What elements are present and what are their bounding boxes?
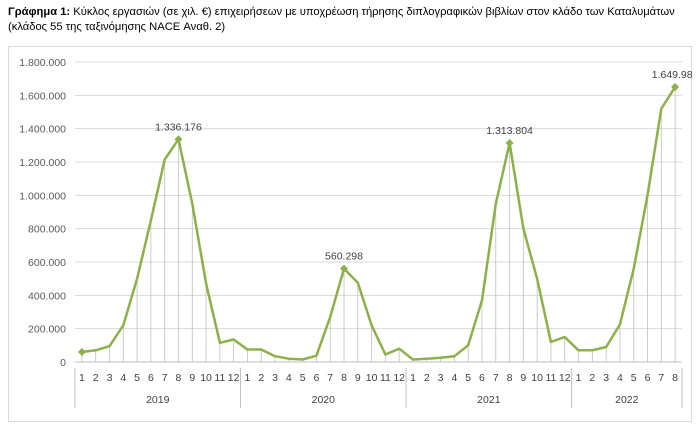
data-label: 1.649.986	[652, 69, 693, 81]
x-tick-label: 10	[531, 372, 543, 384]
data-point-marker	[671, 83, 680, 92]
y-tick-label: 1.000.000	[19, 190, 66, 202]
data-label: 1.313.804	[486, 125, 533, 137]
x-tick-label: 6	[148, 372, 154, 384]
y-tick-label: 0	[60, 357, 66, 369]
x-tick-label: 10	[200, 372, 212, 384]
x-tick-label: 11	[214, 372, 225, 384]
x-tick-label: 1	[576, 372, 582, 384]
data-point-marker	[77, 348, 86, 356]
year-label: 2021	[477, 394, 501, 406]
x-tick-label: 2	[93, 372, 99, 384]
x-tick-label: 6	[645, 372, 651, 384]
y-tick-label: 1.800.000	[19, 57, 66, 69]
y-tick-label: 1.400.000	[19, 124, 66, 136]
x-tick-label: 3	[438, 372, 444, 384]
data-point-marker	[505, 139, 514, 148]
x-tick-label: 8	[672, 372, 678, 384]
x-tick-label: 5	[134, 372, 140, 384]
x-tick-label: 10	[366, 372, 378, 384]
chart-caption: Γράφημα 1: Κύκλος εργασιών (σε χιλ. €) ε…	[8, 5, 696, 35]
caption-label: Γράφημα 1:	[8, 6, 71, 18]
x-tick-label: 7	[658, 372, 664, 384]
x-tick-label: 2	[258, 372, 264, 384]
x-tick-label: 5	[300, 372, 306, 384]
x-tick-label: 1	[245, 372, 251, 384]
x-tick-label: 4	[120, 372, 126, 384]
x-tick-label: 8	[176, 372, 182, 384]
y-tick-label: 200.000	[28, 324, 66, 336]
data-point-marker	[340, 264, 349, 273]
x-tick-label: 6	[313, 372, 319, 384]
x-tick-label: 3	[107, 372, 113, 384]
x-tick-label: 9	[189, 372, 195, 384]
chart-frame: 0 200.000 400.000 600.000 800.000 1.000.000 1.…	[8, 46, 693, 422]
y-tick-label: 1.600.000	[19, 90, 66, 102]
year-label: 2019	[146, 394, 170, 406]
x-tick-label: 9	[355, 372, 361, 384]
line-chart: 0 200.000 400.000 600.000 800.000 1.000.000 1.…	[19, 57, 693, 408]
x-tick-label: 7	[493, 372, 499, 384]
data-point-marker	[174, 135, 183, 144]
year-label: 2020	[312, 394, 336, 406]
year-label: 2022	[615, 394, 639, 406]
x-tick-label: 2	[424, 372, 430, 384]
x-tick-label: 4	[286, 372, 292, 384]
x-tick-label: 12	[393, 372, 405, 384]
x-tick-label: 5	[465, 372, 471, 384]
y-tick-label: 600.000	[28, 257, 66, 269]
series-line	[80, 85, 677, 361]
x-tick-label: 1	[79, 372, 85, 384]
y-tick-label: 400.000	[28, 290, 66, 302]
x-tick-label: 12	[559, 372, 571, 384]
x-tick-label: 8	[341, 372, 347, 384]
y-tick-label: 1.200.000	[19, 157, 66, 169]
x-tick-label: 2	[589, 372, 595, 384]
x-tick-label: 1	[410, 372, 416, 384]
x-tick-label: 7	[327, 372, 333, 384]
x-tick-label: 3	[603, 372, 609, 384]
x-tick-label: 11	[545, 372, 556, 384]
x-tick-label: 3	[272, 372, 278, 384]
x-tick-label: 12	[228, 372, 240, 384]
data-label: 560.298	[325, 251, 363, 263]
x-tick-label: 6	[479, 372, 485, 384]
x-tick-label: 5	[631, 372, 637, 384]
x-tick-label: 4	[451, 372, 457, 384]
x-tick-label: 8	[507, 372, 513, 384]
x-tick-label: 4	[617, 372, 623, 384]
x-tick-label: 11	[380, 372, 391, 384]
caption-text: Κύκλος εργασιών (σε χιλ. €) επιχειρήσεων…	[8, 6, 675, 33]
data-label: 1.336.176	[155, 121, 202, 133]
x-tick-label: 9	[520, 372, 526, 384]
y-tick-label: 800.000	[28, 224, 66, 236]
x-tick-label: 7	[162, 372, 168, 384]
